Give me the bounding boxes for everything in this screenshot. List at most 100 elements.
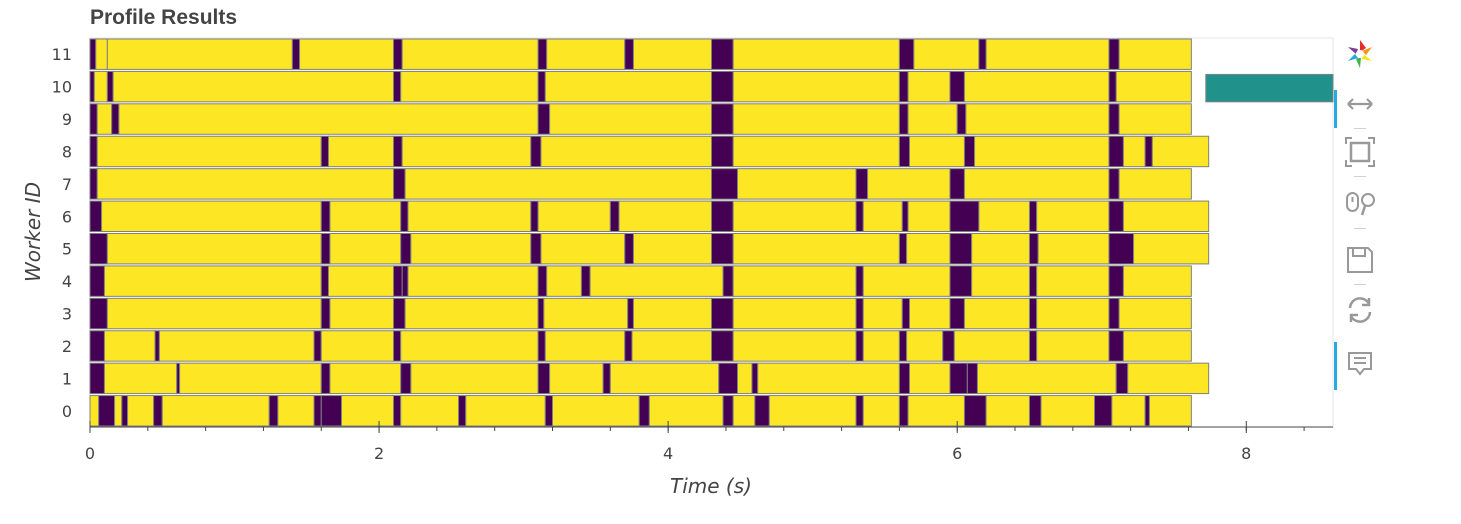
task-bar[interactable] [737,362,753,395]
sync-bar[interactable] [1108,200,1124,233]
sync-bar[interactable] [320,395,342,427]
task-bar[interactable] [963,168,1110,200]
sync-bar[interactable] [121,395,129,427]
sync-bar[interactable] [949,265,973,297]
task-bar[interactable] [1036,330,1110,362]
sync-bar[interactable] [901,297,911,330]
sync-bar[interactable] [711,103,734,135]
task-bar[interactable] [340,395,395,427]
task-bar[interactable] [549,362,604,395]
task-bar[interactable] [909,135,965,168]
sync-bar[interactable] [855,265,864,297]
sync-bar[interactable] [1108,103,1120,135]
task-bar[interactable] [410,233,532,265]
sync-bar[interactable] [313,395,322,427]
sync-bar[interactable] [711,168,739,200]
sync-bar[interactable] [89,38,97,70]
task-bar[interactable] [737,168,857,200]
sync-bar[interactable] [89,103,98,135]
task-bar[interactable] [101,200,322,233]
sync-bar[interactable] [627,297,634,330]
task-bar[interactable] [327,135,395,168]
task-bar[interactable] [862,395,900,427]
task-bar[interactable] [1115,70,1192,103]
task-bar[interactable] [95,38,108,70]
sync-bar[interactable] [711,70,734,103]
sync-bar[interactable] [544,395,554,427]
task-bar[interactable] [329,233,402,265]
task-bar[interactable] [909,362,951,395]
task-bar[interactable] [1111,395,1146,427]
sync-bar[interactable] [537,103,551,135]
sync-bar[interactable] [1108,70,1117,103]
bokeh-logo-icon[interactable] [1342,36,1378,72]
sync-bar[interactable] [1108,265,1124,297]
sync-bar[interactable] [530,200,539,233]
task-bar[interactable] [913,38,980,70]
box-zoom-icon[interactable] [1342,134,1378,170]
task-bar[interactable] [589,265,724,297]
sync-bar[interactable] [722,395,734,427]
task-bar[interactable] [632,297,713,330]
sync-bar[interactable] [624,330,633,362]
task-bar[interactable] [400,395,460,427]
task-bar[interactable] [404,168,712,200]
task-bar[interactable] [1037,233,1110,265]
sync-bar[interactable] [89,297,108,330]
sync-bar[interactable] [978,38,987,70]
sync-bar[interactable] [393,135,403,168]
sync-bar[interactable] [1108,135,1124,168]
task-bar[interactable] [400,70,539,103]
task-bar[interactable] [732,38,900,70]
task-bar[interactable] [732,135,900,168]
task-bar[interactable] [161,395,270,427]
sync-bar[interactable] [98,395,116,427]
pan-icon[interactable] [1342,86,1378,122]
task-bar[interactable] [862,297,903,330]
sync-bar[interactable] [624,38,634,70]
sync-bar[interactable] [624,233,634,265]
task-bar[interactable] [1122,135,1146,168]
sync-bar[interactable] [89,233,108,265]
task-bar[interactable] [1133,233,1210,265]
sync-bar[interactable] [711,135,734,168]
task-bar[interactable] [118,103,539,135]
sync-bar[interactable] [898,70,909,103]
task-bar[interactable] [465,395,546,427]
sync-bar[interactable] [89,135,98,168]
task-bar[interactable] [768,395,857,427]
task-bar[interactable] [544,70,713,103]
task-bar[interactable] [985,395,1030,427]
task-bar[interactable] [89,395,100,427]
task-bar[interactable] [103,362,178,395]
task-bar[interactable] [320,330,395,362]
task-bar[interactable] [112,70,395,103]
task-bar[interactable] [648,395,724,427]
task-bar[interactable] [1122,330,1192,362]
task-bar[interactable] [909,297,951,330]
task-bar[interactable] [549,103,712,135]
sync-bar[interactable] [711,200,734,233]
task-bar[interactable] [1122,265,1192,297]
sync-bar[interactable] [855,297,864,330]
sync-bar[interactable] [718,362,739,395]
sync-bar[interactable] [89,362,105,395]
task-bar[interactable] [907,395,965,427]
task-bar[interactable] [1148,395,1192,427]
task-bar[interactable] [401,135,532,168]
task-bar[interactable] [971,233,1030,265]
task-bar[interactable] [1151,135,1210,168]
task-bar[interactable] [953,330,1030,362]
sync-bar[interactable] [898,330,908,362]
task-bar[interactable] [277,395,315,427]
sync-bar[interactable] [401,265,409,297]
sync-bar[interactable] [949,70,965,103]
sync-bar[interactable] [89,70,95,103]
sync-bar[interactable] [855,200,864,233]
task-bar[interactable] [963,297,1030,330]
task-bar[interactable] [1118,297,1192,330]
task-bar[interactable] [329,200,402,233]
wheel-zoom-icon[interactable] [1342,186,1378,222]
task-bar[interactable] [158,330,315,362]
task-bar[interactable] [732,297,857,330]
